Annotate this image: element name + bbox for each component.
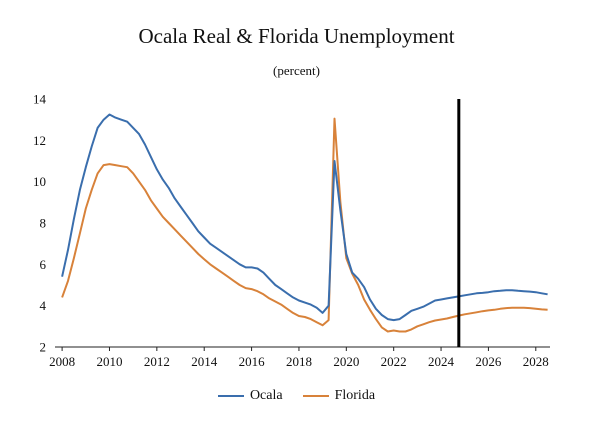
x-tick-label: 2024 [428,354,455,369]
series-lines [61,113,548,333]
x-tick-label: 2010 [96,354,122,369]
legend-item-ocala: Ocala [217,388,283,404]
x-tick-label: 2018 [286,354,312,369]
series-line-ocala [61,113,548,322]
x-tick-labels: 2008 2010 2012 2014 2016 2018 2020 2022 2024 2026… [49,347,549,369]
y-tick-label: 6 [40,257,47,272]
legend-label-florida: Florida [334,388,376,403]
chart-subtitle: (percent) [273,63,320,78]
y-tick-label: 12 [33,133,46,148]
legend-swatch-ocala [217,395,244,397]
x-tick-label: 2012 [144,354,170,369]
x-tick-label: 2022 [381,354,407,369]
y-tick-label: 8 [40,216,47,231]
x-tick-label: 2016 [239,354,266,369]
x-tick-label: 2026 [475,354,502,369]
legend-label-ocala: Ocala [249,388,283,403]
legend-swatch-florida [302,395,329,397]
legend: Ocala Florida [0,388,593,404]
y-tick-label: 4 [40,298,47,313]
x-tick-label: 2014 [191,354,218,369]
series-line-florida [61,117,548,333]
y-tick-label: 14 [33,92,47,107]
legend-item-florida: Florida [302,388,376,404]
chart-title: Ocala Real & Florida Unemployment [138,24,455,48]
x-tick-label: 2020 [333,354,359,369]
y-tick-labels: 2 4 6 8 10 12 14 [33,92,47,355]
x-tick-label: 2028 [523,354,549,369]
y-tick-label: 10 [33,174,46,189]
x-tick-label: 2008 [49,354,75,369]
y-tick-label: 2 [40,340,47,355]
